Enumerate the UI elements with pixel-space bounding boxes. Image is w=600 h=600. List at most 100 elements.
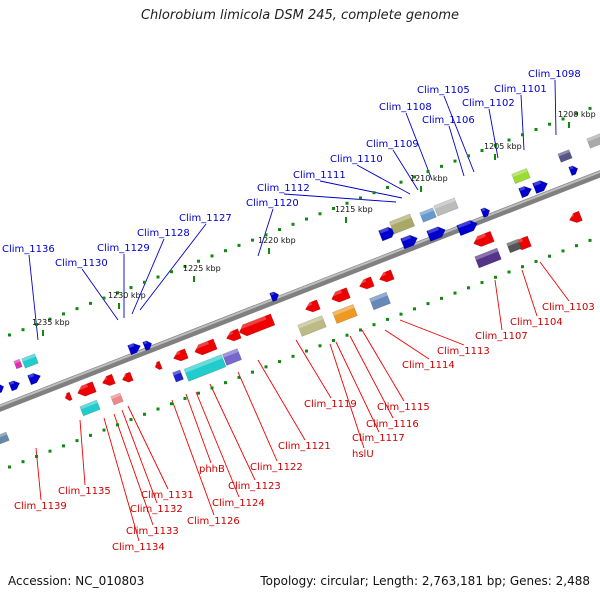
forward-gene-arrow — [378, 226, 396, 242]
forward-gene-arrow — [269, 291, 280, 303]
feature-box-purple — [557, 149, 573, 163]
kbp-tick-mark — [568, 122, 570, 128]
kbp-tick-mark — [494, 154, 496, 160]
map-title: Chlorobium limicola DSM 245, complete ge… — [140, 8, 460, 23]
tick-dot — [102, 296, 106, 300]
tick-dot — [21, 328, 25, 332]
reverse-gene-arrow — [193, 338, 218, 356]
gene-label: Clim_1110 — [330, 154, 383, 165]
tick-dot — [426, 170, 430, 174]
reverse-gene-arrow — [358, 276, 375, 290]
tick-dot — [197, 391, 200, 395]
gene-label: Clim_1136 — [2, 244, 55, 255]
tick-dot — [291, 354, 295, 358]
reverse-gene-arrow — [76, 381, 97, 397]
forward-gene-arrow — [480, 207, 491, 219]
tick-dot — [183, 396, 187, 400]
feature-box-cyan — [79, 399, 101, 417]
tick-dot — [62, 312, 65, 316]
tick-dot — [507, 270, 511, 274]
tick-dot — [278, 360, 281, 364]
reverse-gene-arrow — [304, 299, 321, 313]
gene-label: Clim_1119 — [304, 399, 357, 410]
callout-line — [361, 329, 405, 402]
tick-dot — [507, 138, 511, 142]
kbp-label: 1210 kbp — [410, 174, 448, 183]
tick-dot — [75, 439, 79, 443]
callout-line — [356, 164, 411, 195]
gene-label: Clim_1101 — [494, 84, 547, 95]
callout-line — [349, 335, 394, 419]
gene-label: Clim_1121 — [278, 441, 331, 452]
feature-box-cyan — [183, 354, 227, 382]
callout-line — [283, 193, 397, 203]
feature-box-dark — [506, 238, 522, 254]
feature-box-steel — [419, 207, 437, 223]
feature-box-olive — [297, 315, 327, 337]
reverse-gene-arrow — [472, 230, 495, 247]
tick-dot — [575, 244, 578, 248]
callout-line — [295, 339, 332, 399]
feature-box-blue — [172, 369, 184, 383]
tick-dot — [89, 433, 92, 437]
tick-dot — [8, 465, 11, 469]
kbp-label: 1200 kbp — [558, 110, 596, 119]
forward-gene-arrow — [426, 226, 446, 242]
callout-line — [79, 419, 86, 486]
gene-label: Clim_1135 — [58, 486, 111, 497]
tick-dot — [251, 238, 254, 242]
topology-text: Topology: circular; Length: 2,763,181 bp… — [260, 574, 590, 588]
feature-box-orange — [332, 304, 358, 324]
gene-label: Clim_1102 — [462, 98, 515, 109]
gene-label: Clim_1113 — [437, 346, 490, 357]
feature-box-purple — [474, 247, 502, 269]
tick-dot — [561, 249, 565, 253]
tick-dot — [224, 249, 227, 253]
tick-dot — [345, 333, 349, 337]
gene-label: phhB — [199, 464, 225, 475]
tick-dot — [399, 180, 403, 184]
tick-dot — [183, 264, 187, 268]
tick-dot — [332, 207, 335, 211]
callout-line — [113, 413, 154, 526]
accession-text: Accession: NC_010803 — [8, 574, 145, 588]
tick-dot — [534, 127, 538, 131]
tick-dot — [588, 238, 592, 242]
reverse-gene-arrow — [121, 371, 134, 383]
tick-dot — [372, 323, 376, 327]
feature-box-grey — [586, 133, 600, 149]
callout-line — [539, 261, 570, 302]
tick-dot — [143, 412, 146, 416]
tick-dot — [453, 291, 457, 295]
callout-line — [399, 319, 465, 346]
gene-label: Clim_1103 — [542, 302, 595, 313]
callout-line — [209, 383, 256, 481]
gene-label: Clim_1127 — [179, 213, 232, 224]
tick-dot — [116, 423, 119, 427]
tick-dot — [521, 133, 524, 137]
gene-label: Clim_1109 — [366, 139, 419, 150]
tick-dot — [318, 212, 322, 216]
tick-dot — [156, 275, 160, 279]
tick-dot — [386, 185, 389, 189]
tick-dot — [399, 312, 403, 316]
tick-dot — [75, 307, 79, 311]
tick-dot — [224, 381, 227, 385]
callout-line — [139, 223, 207, 311]
tick-dot — [21, 460, 25, 464]
tick-dot — [35, 322, 38, 326]
kbp-label: 1230 kbp — [108, 291, 146, 300]
genome-backbone — [0, 170, 600, 412]
callout-line — [392, 149, 419, 191]
kbp-label: 1205 kbp — [484, 142, 522, 151]
kbp-tick-mark — [420, 186, 422, 192]
feature-box-steel — [369, 291, 391, 311]
feature-box-grey — [433, 197, 459, 217]
kbp-tick-mark — [118, 303, 120, 309]
kbp-label: 1215 kbp — [335, 205, 373, 214]
tick-dot — [440, 164, 443, 168]
tick-dot — [143, 280, 146, 284]
kbp-tick-mark — [345, 217, 347, 223]
gene-label: Clim_1126 — [187, 516, 240, 527]
callout-line — [81, 268, 119, 321]
